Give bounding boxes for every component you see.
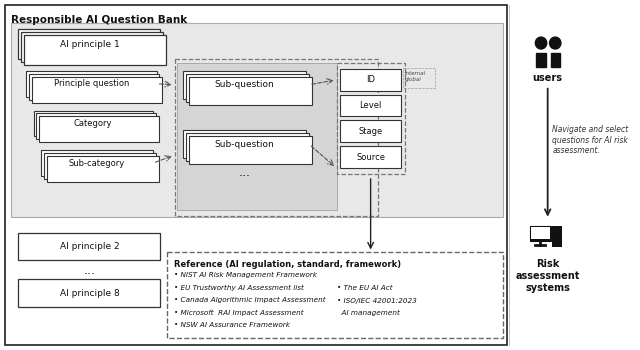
Bar (183, 130, 307, 158)
Text: Navigate and select
questions for AI risk
assessment.: Navigate and select questions for AI ris… (552, 125, 628, 155)
Bar (39, 117, 159, 142)
Text: ...: ... (239, 166, 251, 178)
Text: Sub-question: Sub-question (215, 140, 275, 149)
Bar (44, 153, 156, 179)
Bar (47, 156, 159, 182)
Bar (340, 94, 401, 117)
Bar (21, 32, 163, 62)
Bar (186, 74, 309, 101)
Text: • Canada Algorithmic Impact Assessment: • Canada Algorithmic Impact Assessment (173, 297, 325, 303)
Bar (175, 59, 378, 216)
Text: Source: Source (356, 153, 385, 162)
Bar (19, 29, 161, 59)
Bar (340, 146, 401, 168)
Bar (167, 252, 503, 338)
Text: • NIST AI Risk Management Framework: • NIST AI Risk Management Framework (173, 272, 317, 278)
Text: • Microsoft  RAI Impact Assessment: • Microsoft RAI Impact Assessment (173, 309, 303, 316)
Bar (24, 35, 166, 65)
Bar (11, 23, 503, 217)
Bar (186, 133, 309, 161)
Bar (32, 77, 163, 103)
Text: ...: ... (83, 264, 95, 277)
Text: Risk
assessment
systems: Risk assessment systems (515, 259, 580, 293)
Text: users: users (532, 73, 563, 83)
Text: • NSW AI Assurance Framework: • NSW AI Assurance Framework (173, 322, 290, 328)
Bar (531, 226, 550, 239)
Text: Responsible AI Question Bank: Responsible AI Question Bank (11, 15, 187, 25)
Bar (189, 77, 312, 105)
Bar (41, 150, 153, 176)
Text: • EU Trustworthy AI Assessment list: • EU Trustworthy AI Assessment list (173, 285, 303, 291)
Text: Level: Level (360, 101, 382, 110)
Circle shape (535, 37, 547, 49)
Bar (36, 113, 156, 139)
Bar (19, 232, 161, 260)
Text: AI management: AI management (337, 310, 401, 316)
Bar (403, 68, 435, 88)
Bar (340, 120, 401, 142)
Bar (340, 69, 401, 91)
FancyArrow shape (550, 53, 560, 67)
Text: Sub-question: Sub-question (215, 80, 275, 89)
Text: • The EU AI Act: • The EU AI Act (337, 285, 393, 291)
Bar (337, 63, 404, 174)
FancyArrow shape (536, 53, 546, 67)
Bar (29, 74, 159, 100)
Text: Sub-category: Sub-category (69, 159, 125, 168)
Bar (552, 226, 562, 247)
Text: Category: Category (74, 119, 113, 128)
Bar (33, 111, 153, 136)
Text: AI principle 8: AI principle 8 (60, 288, 119, 298)
Text: • ISO/IEC 42001:2023: • ISO/IEC 42001:2023 (337, 298, 417, 303)
Bar (183, 71, 307, 99)
Bar (5, 5, 507, 345)
Bar (19, 279, 161, 307)
Bar (189, 136, 312, 164)
Text: ID: ID (366, 75, 375, 84)
Circle shape (550, 37, 561, 49)
Text: Principle question: Principle question (54, 79, 129, 88)
Bar (530, 226, 550, 241)
Text: AI principle 1: AI principle 1 (60, 40, 119, 49)
Bar (26, 71, 157, 97)
Text: AI principle 2: AI principle 2 (60, 242, 119, 251)
Text: internal
global: internal global (404, 71, 426, 82)
Text: Reference (AI regulation, standard, framework): Reference (AI regulation, standard, fram… (173, 260, 401, 269)
Bar (177, 63, 337, 210)
Text: Stage: Stage (358, 127, 383, 136)
